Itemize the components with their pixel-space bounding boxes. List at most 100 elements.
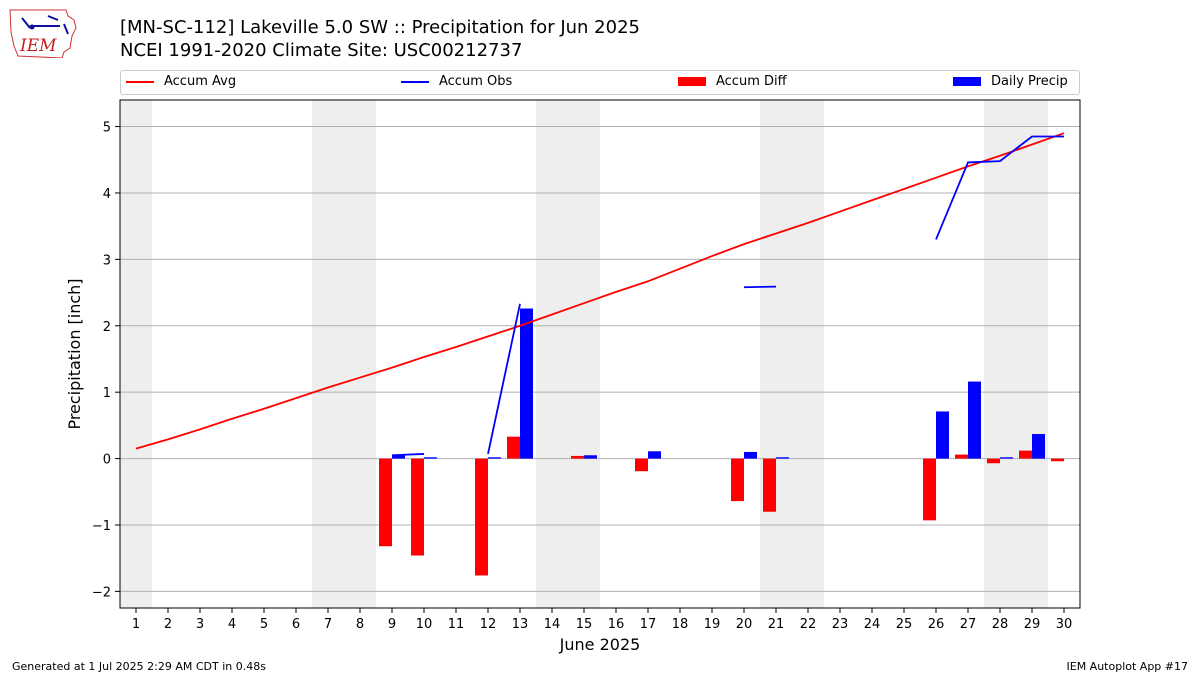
- daily-precip-bar: [776, 457, 789, 459]
- legend-label: Accum Diff: [716, 74, 787, 89]
- accum-obs-line: [935, 135, 1064, 240]
- weekend-shade: [1016, 100, 1048, 608]
- daily-precip-bar: [744, 451, 757, 459]
- daily-precip-bar: [424, 457, 437, 459]
- daily-precip-bar: [936, 411, 949, 459]
- weather-station-icon: [21, 15, 69, 35]
- daily-precip-bar: [968, 381, 981, 459]
- x-tick-label: 3: [196, 617, 204, 632]
- legend-label: Daily Precip: [991, 74, 1068, 89]
- plot-frame: [119, 99, 1081, 609]
- y-tick-label: −1: [92, 519, 111, 534]
- x-tick-label: 1: [132, 617, 140, 632]
- x-axis-label: June 2025: [559, 635, 641, 654]
- iowa-outline-icon: [9, 9, 77, 58]
- weekend-shade: [792, 100, 824, 608]
- weekend-shade: [984, 100, 1016, 608]
- x-tick-label: 28: [992, 617, 1009, 632]
- x-tick-label: 18: [672, 617, 689, 632]
- accum-diff-bar: [923, 458, 936, 521]
- y-tick-label: 5: [103, 121, 111, 136]
- legend-label: Accum Avg: [164, 74, 237, 89]
- x-tick-label: 8: [356, 617, 364, 632]
- daily-precip-bar: [1000, 457, 1013, 459]
- x-tick-label: 30: [1056, 617, 1073, 632]
- accum-obs-line: [743, 285, 777, 289]
- x-tick-label: 7: [324, 617, 332, 632]
- x-tick-label: 11: [448, 617, 465, 632]
- legend-item-accum-diff: Accum Diff: [678, 74, 787, 89]
- x-tick-label: 12: [480, 617, 497, 632]
- legend-swatch: [126, 80, 154, 83]
- x-tick-label: 22: [800, 617, 817, 632]
- daily-precip-bar: [1032, 434, 1045, 459]
- accum-diff-bar: [635, 458, 648, 472]
- x-tick-label: 24: [864, 617, 881, 632]
- weekend-shade: [344, 100, 376, 608]
- weekend-shade: [312, 100, 344, 608]
- legend-item-accum-avg: Accum Avg: [126, 74, 236, 89]
- legend-item-daily-precip: Daily Precip: [953, 74, 1068, 89]
- accum-diff-bar: [1019, 450, 1032, 459]
- y-tick-label: 2: [103, 320, 111, 335]
- app-label: IEM Autoplot App #17: [1066, 660, 1189, 673]
- y-tick-label: 4: [103, 187, 111, 202]
- legend-swatch: [953, 77, 981, 86]
- accum-diff-bar: [955, 454, 968, 459]
- x-tick-label: 16: [608, 617, 625, 632]
- y-tick-label: −2: [92, 585, 111, 600]
- x-tick-label: 25: [896, 617, 913, 632]
- x-tick-label: 27: [960, 617, 977, 632]
- legend-swatch: [678, 77, 706, 86]
- weekend-shade: [568, 100, 600, 608]
- accum-diff-bar: [731, 458, 744, 502]
- accum-obs-line: [487, 303, 521, 455]
- y-tick-label: 3: [103, 253, 111, 268]
- daily-precip-bar: [584, 455, 597, 459]
- x-tick-label: 26: [928, 617, 945, 632]
- accum-diff-bar: [571, 455, 584, 459]
- daily-precip-bar: [648, 451, 661, 459]
- iem-logo: IEM: [9, 9, 77, 58]
- weekend-shade: [760, 100, 792, 608]
- chart-legend: Accum Avg Accum Obs Accum Diff Daily Pre…: [120, 70, 1080, 95]
- daily-precip-bar: [520, 308, 533, 459]
- accum-diff-bar: [411, 458, 424, 556]
- x-tick-label: 6: [292, 617, 300, 632]
- x-tick-label: 20: [736, 617, 753, 632]
- weekend-shade: [536, 100, 568, 608]
- x-tick-label: 5: [260, 617, 268, 632]
- accum-diff-bar: [379, 458, 392, 547]
- y-tick-label: 1: [103, 386, 111, 401]
- x-tick-label: 9: [388, 617, 396, 632]
- logo-text: IEM: [19, 36, 57, 56]
- x-tick-label: 2: [164, 617, 172, 632]
- x-tick-label: 15: [576, 617, 593, 632]
- accum-diff-bar: [475, 458, 488, 576]
- x-tick-label: 29: [1024, 617, 1041, 632]
- x-tick-label: 21: [768, 617, 785, 632]
- x-tick-label: 14: [544, 617, 561, 632]
- accum-diff-bar: [507, 436, 520, 459]
- daily-precip-bar: [488, 457, 501, 459]
- weekend-shade: [120, 100, 152, 608]
- accum-avg-line: [135, 132, 1065, 450]
- x-tick-label: 13: [512, 617, 529, 632]
- x-tick-label: 19: [704, 617, 721, 632]
- accum-diff-bar: [763, 458, 776, 512]
- chart-title: [MN-SC-112] Lakeville 5.0 SW :: Precipit…: [120, 17, 640, 38]
- accum-obs-line: [391, 453, 425, 457]
- x-tick-label: 17: [640, 617, 657, 632]
- legend-swatch: [401, 80, 429, 83]
- station-dot: [29, 24, 35, 30]
- x-tick-label: 10: [416, 617, 433, 632]
- accum-diff-bar: [1051, 458, 1064, 462]
- generated-timestamp: Generated at 1 Jul 2025 2:29 AM CDT in 0…: [12, 660, 266, 673]
- legend-item-accum-obs: Accum Obs: [401, 74, 512, 89]
- daily-precip-bar: [392, 454, 405, 459]
- legend-label: Accum Obs: [439, 74, 513, 89]
- accum-diff-bar: [987, 458, 1000, 464]
- chart-subtitle: NCEI 1991-2020 Climate Site: USC00212737: [120, 40, 523, 61]
- y-axis-label: Precipitation [inch]: [65, 278, 84, 429]
